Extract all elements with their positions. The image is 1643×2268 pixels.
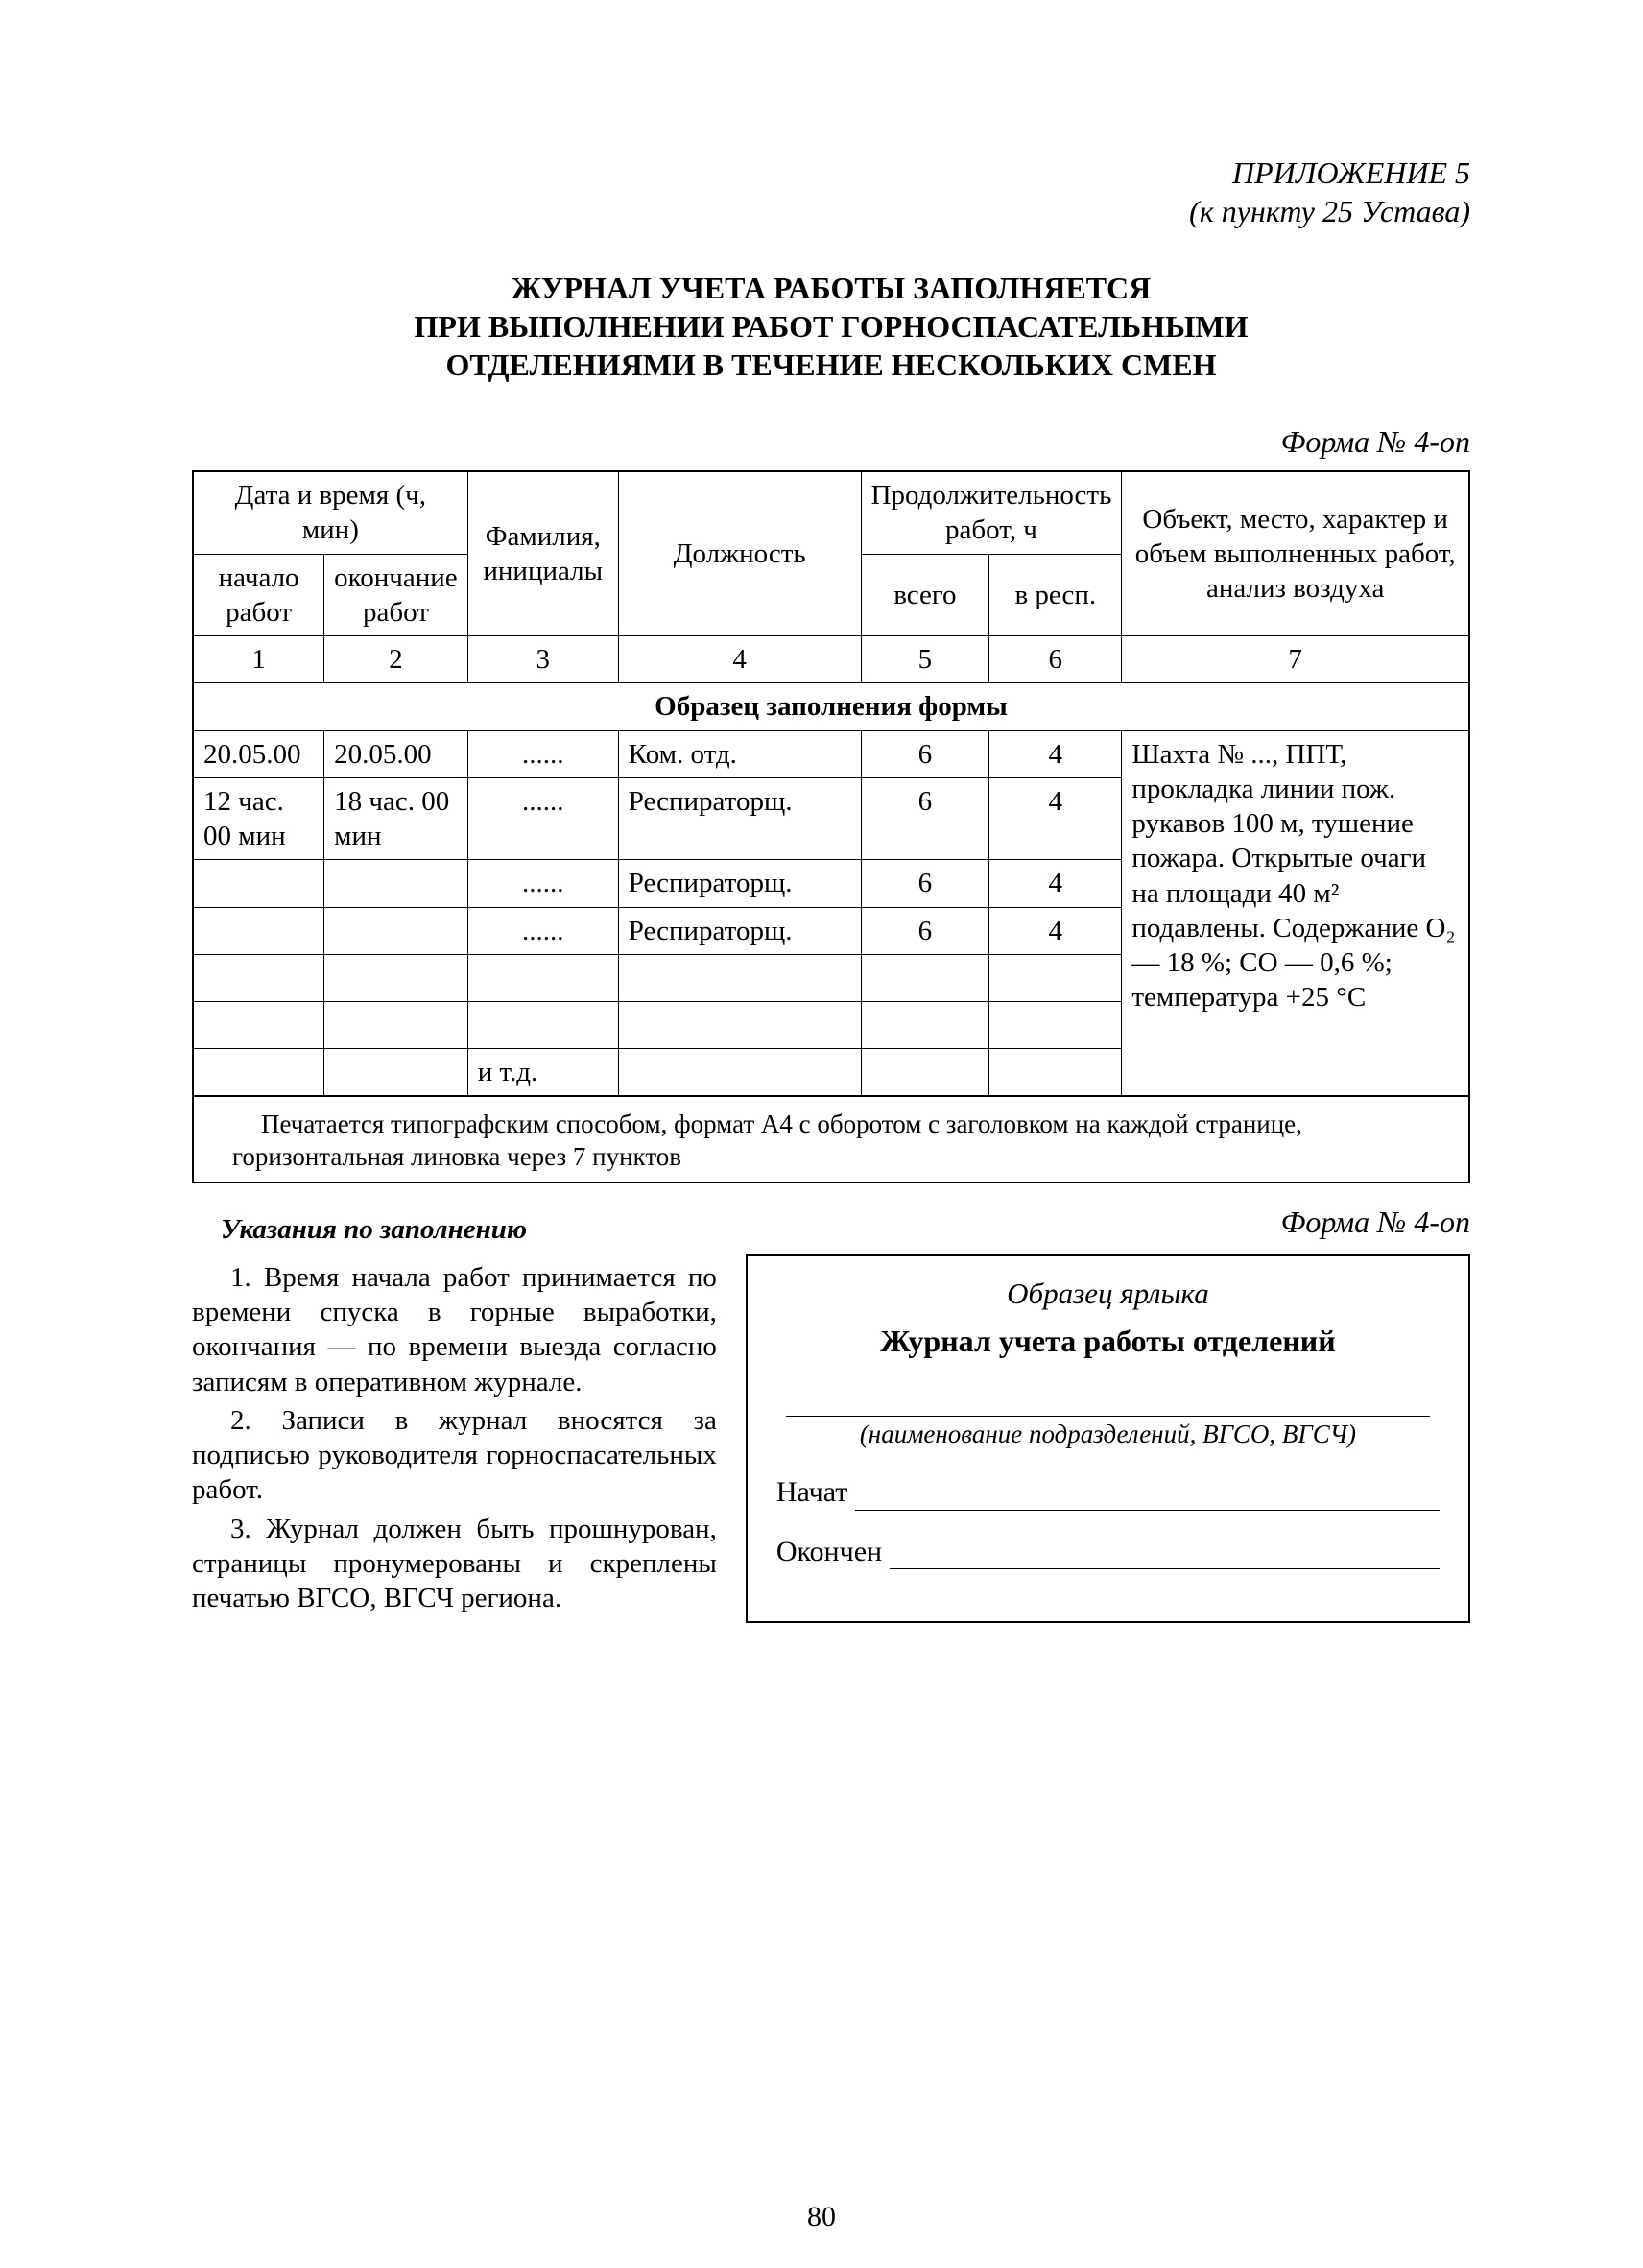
cell-name: ...... bbox=[467, 777, 618, 860]
cell-end: 20.05.00 bbox=[324, 730, 468, 777]
cell-position: Респираторщ. bbox=[618, 907, 861, 954]
cell-resp: 4 bbox=[989, 777, 1122, 860]
lower-row: Указания по заполнению 1. Время начала р… bbox=[192, 1203, 1470, 1624]
cell-start bbox=[193, 954, 324, 1001]
ended-row: Окончен bbox=[776, 1534, 1440, 1570]
instruction-p3: 3. Журнал должен быть прошнурован, стран… bbox=[192, 1512, 717, 1616]
cell-name: ...... bbox=[467, 730, 618, 777]
page-number: 80 bbox=[0, 2199, 1643, 2235]
colnum-3: 3 bbox=[467, 636, 618, 683]
cell-end: 18 час. 00 мин bbox=[324, 777, 468, 860]
started-row: Начат bbox=[776, 1474, 1440, 1511]
cell-position bbox=[618, 1048, 861, 1096]
instruction-p1: 1. Время начала работ принимается по вре… bbox=[192, 1260, 717, 1399]
label-title: Журнал учета работы отделений bbox=[776, 1322, 1440, 1360]
cell-name: ...... bbox=[467, 907, 618, 954]
cell-total: 6 bbox=[861, 777, 989, 860]
cell-name: и т.д. bbox=[467, 1048, 618, 1096]
colnum-2: 2 bbox=[324, 636, 468, 683]
cell-end bbox=[324, 954, 468, 1001]
cell-total bbox=[861, 954, 989, 1001]
cell-position bbox=[618, 954, 861, 1001]
main-table: Дата и время (ч, мин) Фамилия, инициалы … bbox=[192, 470, 1470, 1097]
cell-total bbox=[861, 1048, 989, 1096]
section-header: Образец заполнения формы bbox=[193, 683, 1469, 730]
form-number-top: Форма № 4-оп bbox=[192, 422, 1470, 461]
cell-position: Респираторщ. bbox=[618, 860, 861, 907]
cell-total bbox=[861, 1001, 989, 1048]
blank-line bbox=[786, 1389, 1430, 1417]
colnum-6: 6 bbox=[989, 636, 1122, 683]
cell-name bbox=[467, 1001, 618, 1048]
title-line2: ПРИ ВЫПОЛНЕНИИ РАБОТ ГОРНОСПАСАТЕЛЬНЫМИ bbox=[192, 307, 1470, 346]
cell-resp bbox=[989, 954, 1122, 1001]
label-col: Форма № 4-оп Образец ярлыка Журнал учета… bbox=[746, 1203, 1470, 1624]
cell-name bbox=[467, 954, 618, 1001]
started-line bbox=[855, 1487, 1440, 1511]
table-row: 20.05.00 20.05.00 ...... Ком. отд. 6 4 Ш… bbox=[193, 730, 1469, 777]
cell-start bbox=[193, 1001, 324, 1048]
label-sample: Образец ярлыка bbox=[776, 1276, 1440, 1313]
cell-start bbox=[193, 907, 324, 954]
cell-start bbox=[193, 860, 324, 907]
th-duration: Продолжительность работ, ч bbox=[861, 471, 1122, 554]
appendix-line1: ПРИЛОЖЕНИЕ 5 bbox=[192, 154, 1470, 192]
instructions-heading: Указания по заполнению bbox=[221, 1212, 717, 1247]
title-line1: ЖУРНАЛ УЧЕТА РАБОТЫ ЗАПОЛНЯЕТСЯ bbox=[192, 269, 1470, 307]
cell-start: 20.05.00 bbox=[193, 730, 324, 777]
label-box: Образец ярлыка Журнал учета работы отдел… bbox=[746, 1254, 1470, 1624]
cell-total: 6 bbox=[861, 860, 989, 907]
cell-end bbox=[324, 860, 468, 907]
cell-total: 6 bbox=[861, 730, 989, 777]
appendix-block: ПРИЛОЖЕНИЕ 5 (к пункту 25 Устава) bbox=[192, 154, 1470, 230]
title-block: ЖУРНАЛ УЧЕТА РАБОТЫ ЗАПОЛНЯЕТСЯ ПРИ ВЫПО… bbox=[192, 269, 1470, 384]
page: ПРИЛОЖЕНИЕ 5 (к пункту 25 Устава) ЖУРНАЛ… bbox=[0, 0, 1643, 2268]
cell-resp: 4 bbox=[989, 860, 1122, 907]
title-line3: ОТДЕЛЕНИЯМИ В ТЕЧЕНИЕ НЕСКОЛЬКИХ СМЕН bbox=[192, 346, 1470, 384]
instruction-p2: 2. Записи в журнал вносятся за подписью … bbox=[192, 1403, 717, 1508]
ended-label: Окончен bbox=[776, 1534, 890, 1570]
th-total: всего bbox=[861, 554, 989, 636]
ended-line bbox=[890, 1545, 1440, 1569]
print-footnote: Печатается типографским способом, формат… bbox=[194, 1097, 1468, 1182]
th-end: окончание работ bbox=[324, 554, 468, 636]
cell-resp: 4 bbox=[989, 730, 1122, 777]
cell-position bbox=[618, 1001, 861, 1048]
instructions-col: Указания по заполнению 1. Время начала р… bbox=[192, 1203, 717, 1624]
cell-object: Шахта № ..., ППТ, прокладка линии пож. р… bbox=[1122, 730, 1469, 1096]
form-number-bottom: Форма № 4-оп bbox=[746, 1203, 1470, 1241]
cell-resp: 4 bbox=[989, 907, 1122, 954]
cell-position: Респираторщ. bbox=[618, 777, 861, 860]
started-label: Начат bbox=[776, 1474, 856, 1511]
cell-start: 12 час. 00 мин bbox=[193, 777, 324, 860]
th-start: начало работ bbox=[193, 554, 324, 636]
cell-resp bbox=[989, 1048, 1122, 1096]
th-datetime: Дата и время (ч, мин) bbox=[193, 471, 467, 554]
colnum-7: 7 bbox=[1122, 636, 1469, 683]
cell-name: ...... bbox=[467, 860, 618, 907]
table-footnote-box: Печатается типографским способом, формат… bbox=[192, 1097, 1470, 1183]
cell-end bbox=[324, 907, 468, 954]
cell-start bbox=[193, 1048, 324, 1096]
appendix-line2: (к пункту 25 Устава) bbox=[192, 192, 1470, 230]
colnum-1: 1 bbox=[193, 636, 324, 683]
colnum-4: 4 bbox=[618, 636, 861, 683]
th-resp: в респ. bbox=[989, 554, 1122, 636]
cell-resp bbox=[989, 1001, 1122, 1048]
th-name: Фамилия, инициалы bbox=[467, 471, 618, 636]
cell-end bbox=[324, 1001, 468, 1048]
colnum-5: 5 bbox=[861, 636, 989, 683]
cell-position: Ком. отд. bbox=[618, 730, 861, 777]
cell-end bbox=[324, 1048, 468, 1096]
th-object: Объект, место, характер и объем выполнен… bbox=[1122, 471, 1469, 636]
cell-total: 6 bbox=[861, 907, 989, 954]
th-position: Должность bbox=[618, 471, 861, 636]
label-sub: (наименование подразделений, ВГСО, ВГСЧ) bbox=[776, 1419, 1440, 1451]
